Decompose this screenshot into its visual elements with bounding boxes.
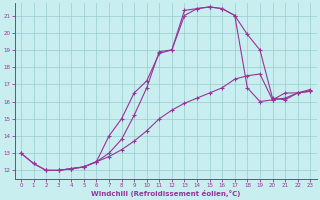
X-axis label: Windchill (Refroidissement éolien,°C): Windchill (Refroidissement éolien,°C)	[91, 190, 240, 197]
